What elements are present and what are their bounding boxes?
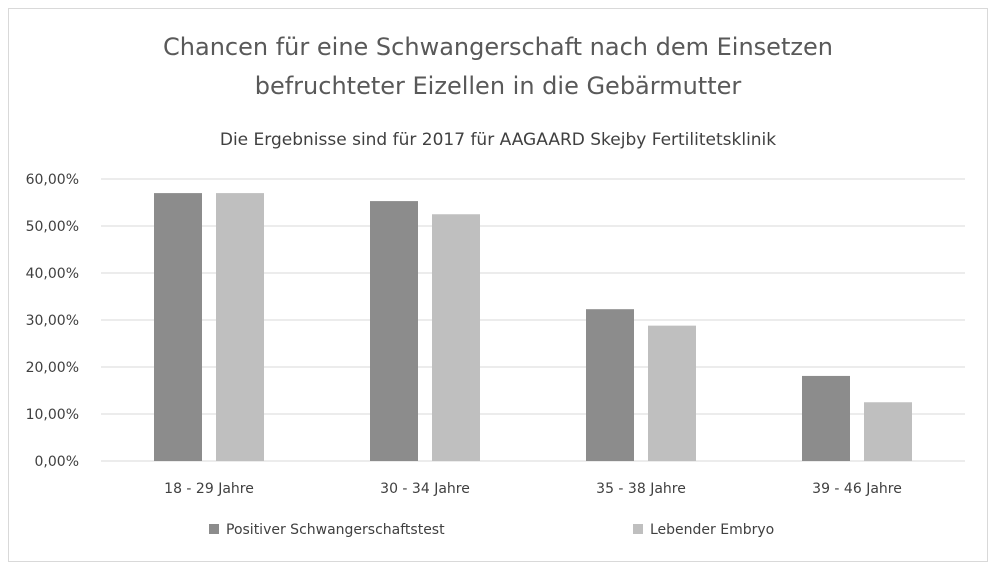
y-tick-label: 20,00% (26, 360, 79, 376)
bar (154, 193, 202, 461)
legend-label: Lebender Embryo (650, 522, 774, 538)
x-tick-label: 30 - 34 Jahre (380, 481, 470, 497)
legend-swatch (633, 524, 643, 534)
legend: Positiver Schwangerschaftstest Lebender E… (209, 522, 774, 538)
bar (864, 402, 912, 461)
x-axis-ticks: 18 - 29 Jahre 30 - 34 Jahre 35 - 38 Jahre 3… (164, 481, 902, 497)
y-tick-label: 60,00% (26, 172, 79, 188)
bar-chart: Chancen für eine Schwangerschaft nach de… (26, 33, 965, 538)
chart-subtitle: Die Ergebnisse sind für 2017 für AAGAARD… (220, 130, 776, 150)
x-tick-label: 39 - 46 Jahre (812, 481, 902, 497)
y-axis-ticks: 0,00% 10,00% 20,00% 30,00% 40,00% 50,00% 60,00… (26, 172, 79, 470)
chart-frame: Chancen für eine Schwangerschaft nach de… (8, 8, 988, 562)
bar (216, 193, 264, 461)
chart-title-line-1: Chancen für eine Schwangerschaft nach de… (163, 33, 833, 61)
y-tick-label: 40,00% (26, 266, 79, 282)
bar (432, 214, 480, 461)
bar (586, 309, 634, 461)
bar (648, 325, 696, 461)
y-tick-label: 50,00% (26, 219, 79, 235)
bar (370, 201, 418, 461)
y-tick-label: 0,00% (35, 454, 79, 470)
x-tick-label: 18 - 29 Jahre (164, 481, 254, 497)
chart-title-line-2: befruchteter Eizellen in die Gebärmutter (255, 72, 742, 100)
y-tick-label: 10,00% (26, 407, 79, 423)
y-tick-label: 30,00% (26, 313, 79, 329)
x-tick-label: 35 - 38 Jahre (596, 481, 686, 497)
legend-swatch (209, 524, 219, 534)
bar (802, 375, 850, 461)
legend-label: Positiver Schwangerschaftstest (226, 522, 445, 538)
bars-layer (154, 193, 912, 461)
